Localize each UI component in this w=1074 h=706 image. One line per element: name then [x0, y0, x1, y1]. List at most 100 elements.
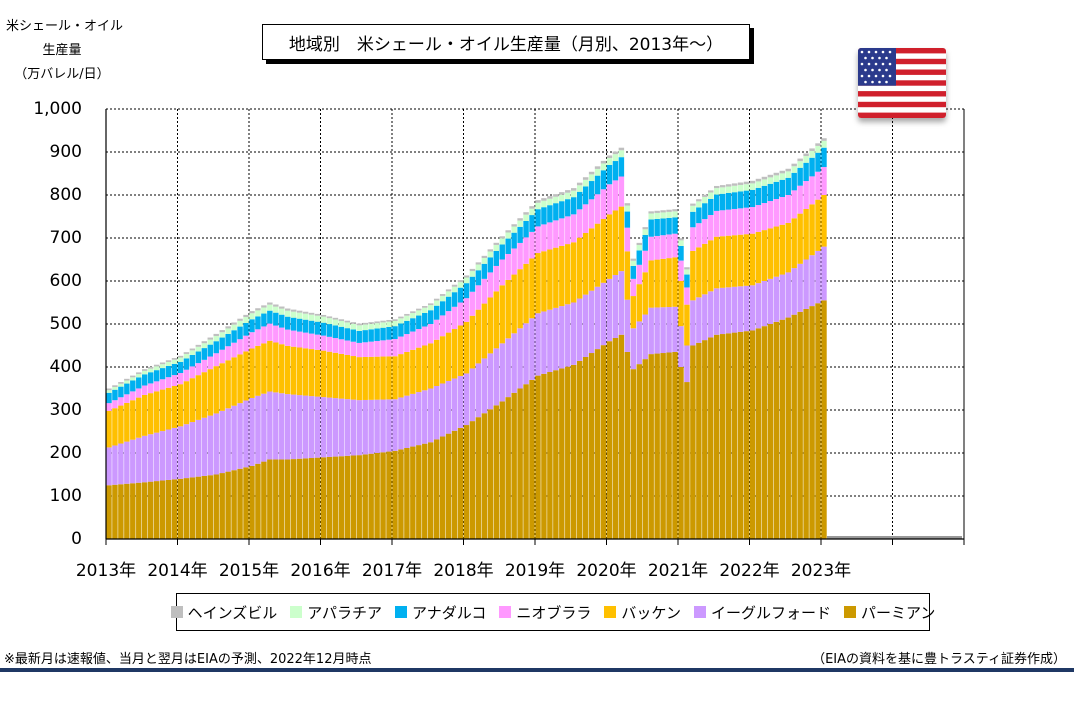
- bar-segment: [177, 426, 184, 479]
- bar-segment: [380, 340, 386, 357]
- x-tick-label: 2016年: [290, 561, 351, 581]
- bar-segment: [243, 335, 249, 352]
- bar-segment: [541, 251, 547, 312]
- bar-segment: [124, 402, 130, 442]
- bar-segment: [165, 377, 172, 388]
- bar-segment: [422, 345, 428, 391]
- bar-segment: [481, 413, 488, 539]
- bar-segment: [308, 314, 315, 321]
- bar-segment: [618, 176, 625, 207]
- bar-segment: [243, 314, 249, 318]
- bar-segment: [249, 397, 255, 466]
- bar-segment: [445, 433, 452, 539]
- bar-segment: [213, 474, 219, 539]
- bar-segment: [773, 321, 780, 539]
- bar-segment: [505, 238, 511, 254]
- bar-segment: [314, 313, 321, 316]
- bar-segment: [445, 311, 452, 333]
- x-tick-label: 2022年: [719, 561, 780, 581]
- bar-segment: [195, 363, 202, 376]
- bar-segment: [779, 224, 785, 275]
- bar-segment: [624, 251, 631, 300]
- bar-segment: [398, 397, 404, 450]
- bar-segment: [213, 333, 219, 337]
- bar-segment: [106, 403, 112, 411]
- bar-segment: [142, 482, 148, 539]
- bar-segment: [725, 186, 732, 193]
- bar-segment: [159, 480, 166, 539]
- bar-segment: [243, 467, 249, 539]
- bar-segment: [338, 398, 345, 457]
- bar-segment: [559, 201, 565, 219]
- bar-segment: [290, 330, 297, 347]
- bar-segment: [398, 323, 404, 337]
- bar-segment: [791, 218, 797, 269]
- bar-segment: [302, 311, 309, 314]
- bar-segment: [785, 272, 791, 318]
- bar-segment: [320, 350, 327, 398]
- bar-segment: [255, 308, 261, 311]
- bar-segment: [308, 320, 315, 334]
- bar-segment: [261, 461, 267, 539]
- bar-segment: [368, 399, 374, 454]
- bar-segment: [517, 328, 523, 389]
- bar-segment: [511, 226, 517, 233]
- bar-segment: [714, 188, 720, 195]
- bar-segment: [392, 339, 398, 357]
- bar-segment: [201, 475, 208, 539]
- bar-segment: [106, 447, 112, 486]
- bar-segment: [147, 368, 154, 373]
- bar-segment: [529, 318, 535, 380]
- bar-segment: [576, 360, 583, 539]
- bar-segment: [201, 372, 208, 418]
- bar-segment: [785, 171, 791, 178]
- bar-segment: [410, 393, 416, 447]
- bars: [106, 138, 962, 539]
- bar-segment: [404, 315, 410, 321]
- bar-segment: [749, 285, 756, 331]
- bar-segment: [731, 185, 738, 193]
- bar-segment: [672, 306, 678, 352]
- bar-segment: [779, 274, 785, 320]
- bar-segment: [773, 175, 780, 182]
- bar-segment: [588, 174, 595, 182]
- bar-segment: [338, 339, 345, 354]
- bar-segment: [219, 337, 225, 350]
- bar-segment: [279, 459, 285, 539]
- y-axis-label: 米シェール・オイル 生産量 （万バレル/日）: [6, 15, 123, 87]
- bar-segment: [743, 184, 750, 191]
- bar-segment: [761, 230, 768, 281]
- bar-segment: [690, 300, 696, 346]
- bar-segment: [737, 234, 744, 287]
- y-tick-label: 0: [71, 529, 82, 549]
- bar-segment: [338, 456, 345, 539]
- bar-segment: [433, 439, 440, 539]
- bar-segment: [404, 334, 410, 352]
- bar-segment: [314, 334, 321, 350]
- bar-segment: [690, 250, 696, 301]
- bar-segment: [648, 236, 654, 261]
- bar-segment: [666, 209, 672, 212]
- bar-segment: [565, 199, 571, 217]
- bar-segment: [481, 257, 488, 264]
- bar-segment: [588, 181, 595, 200]
- bar-segment: [118, 382, 124, 384]
- bar-segment: [767, 174, 774, 178]
- bar-segment: [779, 170, 785, 174]
- bar-segment: [404, 351, 410, 396]
- bar-segment: [773, 226, 780, 277]
- bar-segment: [517, 388, 523, 539]
- bar-segment: [493, 244, 499, 251]
- bar-segment: [314, 457, 321, 539]
- bar-segment: [308, 458, 315, 539]
- bar-segment: [142, 374, 148, 386]
- bar-segment: [499, 236, 505, 239]
- bar-segment: [118, 484, 124, 539]
- bar-segment: [767, 278, 774, 324]
- bar-segment: [547, 196, 553, 199]
- bar-segment: [165, 365, 172, 378]
- bar-segment: [267, 302, 273, 305]
- bar-segment: [147, 383, 154, 394]
- bar-segment: [243, 322, 249, 336]
- bar-segment: [582, 186, 589, 205]
